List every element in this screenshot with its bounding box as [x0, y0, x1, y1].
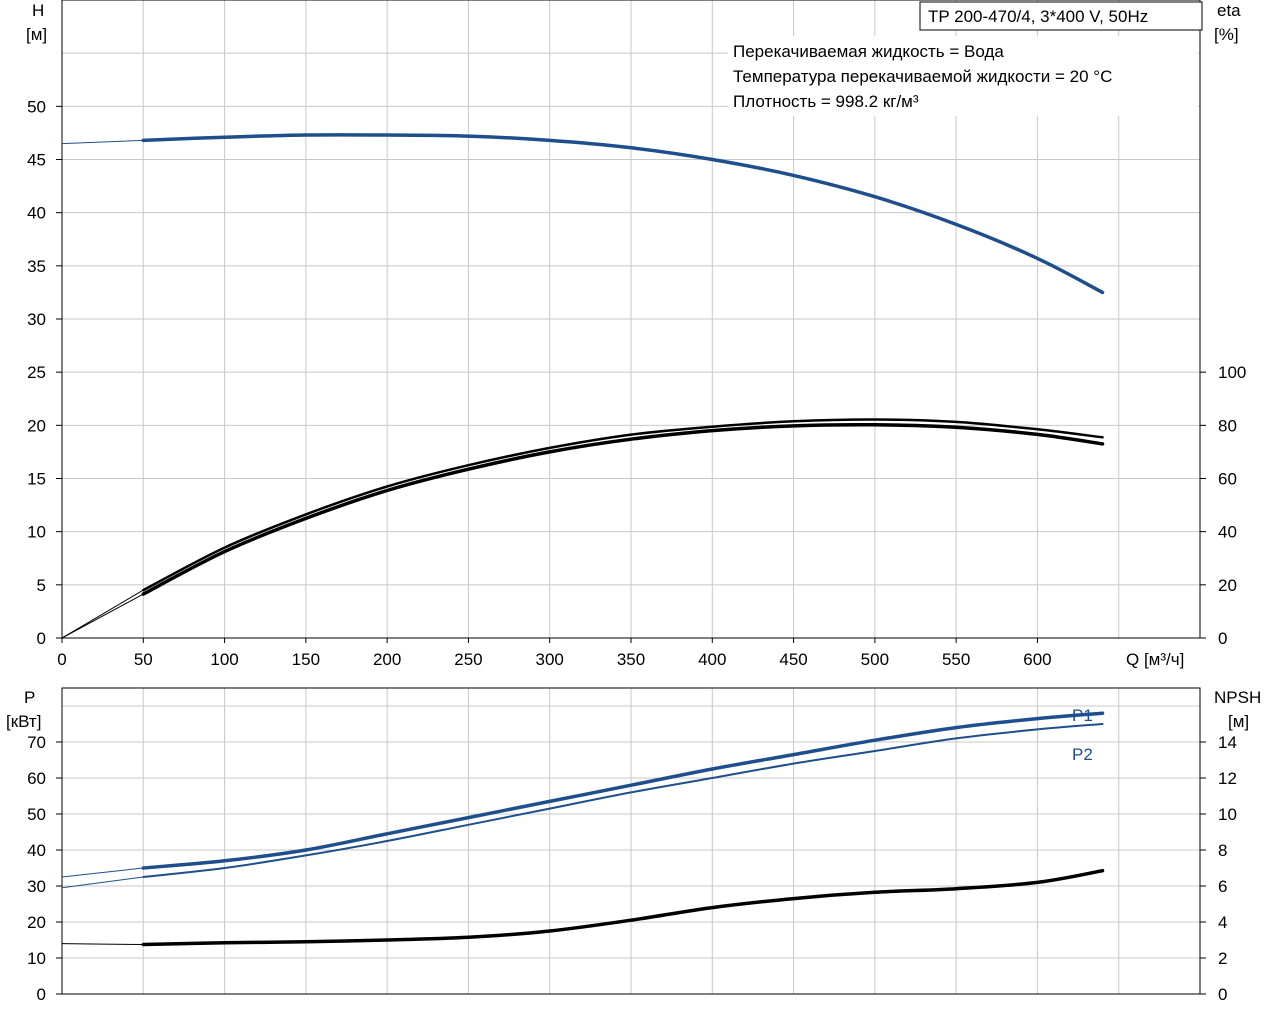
y-left-tick-label: 0	[37, 629, 46, 648]
x-tick-label: 500	[861, 650, 889, 669]
y-right-tick-label: 2	[1218, 949, 1227, 968]
y-left-tick-label: 10	[27, 523, 46, 542]
title-box	[919, 1, 1203, 31]
chart-title: TP 200-470/4, 3*400 V, 50Hz	[928, 7, 1148, 26]
y-right-tick-label: 4	[1218, 913, 1227, 932]
y-left-tick-label: 5	[37, 576, 46, 595]
y-right-tick-label: 14	[1218, 733, 1237, 752]
eta-curve-2-extrapolation	[61, 593, 144, 639]
y-label-eta: eta	[1217, 1, 1241, 20]
y-left-tick-label: 20	[27, 416, 46, 435]
x-tick-label: 100	[210, 650, 238, 669]
y-label-power: P	[24, 688, 35, 707]
x-tick-label: 300	[536, 650, 564, 669]
y-label-npsh: NPSH	[1214, 688, 1261, 707]
y-left-tick-label: 15	[27, 470, 46, 489]
y-right-tick-label: 0	[1218, 629, 1227, 648]
ticks-bottom: 0 10 20 30 40 50 60 70 0 2 4 6 8 10 12 14	[27, 733, 1237, 1004]
npsh-curve-extrapolation	[61, 943, 144, 945]
x-tick-label: 350	[617, 650, 645, 669]
x-tick-label: 600	[1023, 650, 1051, 669]
x-label-flow: Q [м³/ч]	[1126, 650, 1184, 669]
y-right-tick-label: 6	[1218, 877, 1227, 896]
legend-p1: P1	[1072, 706, 1093, 725]
y-right-tick-label: 60	[1218, 470, 1237, 489]
info-box	[728, 36, 1198, 116]
bottom-plot-frame	[61, 687, 1201, 995]
y-left-tick-label: 10	[27, 949, 46, 968]
grid-bottom	[62, 688, 1200, 994]
y-left-tick-label: 45	[27, 151, 46, 170]
curves-top	[61, 133, 1105, 639]
y-label-head-unit: [м]	[26, 25, 47, 44]
y-left-tick-label: 40	[27, 841, 46, 860]
y-left-tick-label: 60	[27, 769, 46, 788]
legend-p2: P2	[1072, 745, 1093, 764]
power-p1-curve	[141, 711, 1105, 870]
eta-curve-1	[142, 418, 1104, 592]
y-left-tick-label: 40	[27, 204, 46, 223]
power-p2-curve	[142, 723, 1104, 878]
info-line-temperature: Температура перекачиваемой жидкости = 20…	[733, 67, 1112, 86]
y-left-tick-label: 30	[27, 877, 46, 896]
y-left-tick-label: 70	[27, 733, 46, 752]
curves-bottom	[61, 711, 1105, 947]
power-p1-curve-extrapolation	[61, 867, 144, 878]
y-label-power-unit: [кВт]	[6, 712, 41, 731]
y-left-tick-label: 50	[27, 805, 46, 824]
head-curve	[141, 133, 1105, 295]
y-label-npsh-unit: [м]	[1228, 712, 1249, 731]
info-line-fluid: Перекачиваемая жидкость = Вода	[733, 42, 1004, 61]
info-line-density: Плотность = 998.2 кг/м³	[733, 92, 919, 111]
eta-curve-2	[141, 422, 1105, 596]
x-tick-label: 250	[454, 650, 482, 669]
y-left-tick-label: 50	[27, 97, 46, 116]
x-tick-label: 0	[57, 650, 66, 669]
y-right-tick-label: 80	[1218, 416, 1237, 435]
ticks-top: 0 50 100 150 200 250 300 350 400 450 500 550 6000510…	[27, 97, 1246, 669]
y-left-tick-label: 30	[27, 310, 46, 329]
x-tick-label: 550	[942, 650, 970, 669]
y-right-tick-label: 100	[1218, 363, 1246, 382]
eta-curve-1-extrapolation	[61, 589, 144, 639]
y-right-tick-label: 0	[1218, 985, 1227, 1004]
y-right-tick-label: 40	[1218, 523, 1237, 542]
x-tick-label: 400	[698, 650, 726, 669]
y-left-tick-label: 35	[27, 257, 46, 276]
y-right-tick-label: 20	[1218, 576, 1237, 595]
y-right-tick-label: 10	[1218, 805, 1237, 824]
y-left-tick-label: 25	[27, 363, 46, 382]
y-label-head: H	[32, 1, 44, 20]
y-left-tick-label: 0	[37, 985, 46, 1004]
x-tick-label: 450	[779, 650, 807, 669]
y-label-eta-unit: [%]	[1214, 25, 1239, 44]
y-left-tick-label: 20	[27, 913, 46, 932]
head-curve-extrapolation	[61, 139, 144, 145]
y-right-tick-label: 12	[1218, 769, 1237, 788]
npsh-curve	[141, 868, 1105, 947]
x-tick-label: 200	[373, 650, 401, 669]
x-tick-label: 150	[292, 650, 320, 669]
x-tick-label: 50	[134, 650, 153, 669]
y-right-tick-label: 8	[1218, 841, 1227, 860]
power-p2-curve-extrapolation	[61, 876, 144, 889]
